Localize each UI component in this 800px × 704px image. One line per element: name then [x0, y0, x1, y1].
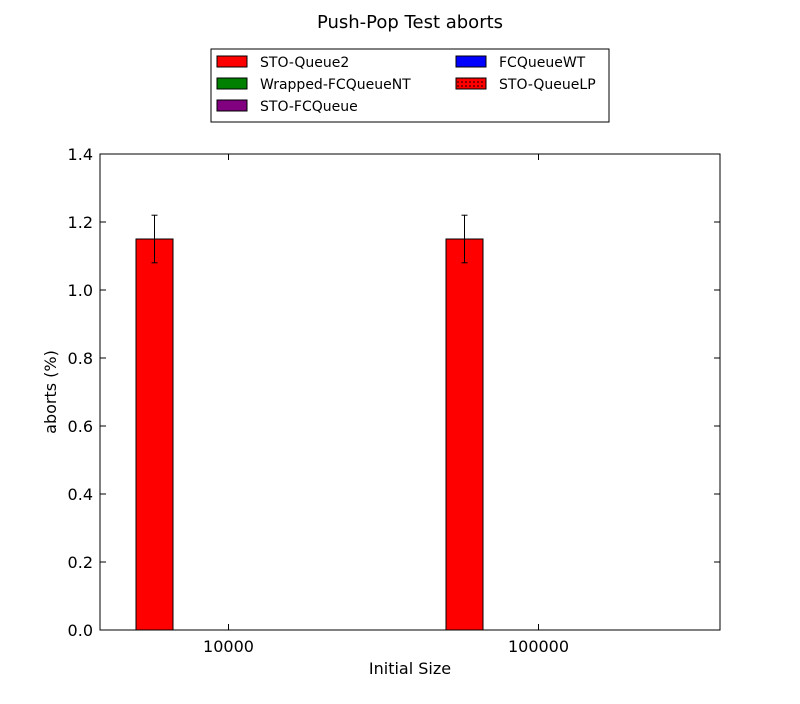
y-tick-label: 1.4: [68, 145, 93, 164]
bar: [135, 238, 174, 631]
legend-label: STO-Queue2: [260, 55, 349, 71]
plot-area: 0.0 0.2 0.4 0.6 0.8 1.0 1.2 1.4 10000 100000: [68, 145, 721, 656]
legend-swatch: [216, 55, 248, 68]
error-bars: [151, 214, 468, 264]
legend-frame: [210, 48, 610, 123]
x-axis-ticks: 10000 100000: [203, 154, 569, 656]
y-tick-label: 0.4: [68, 485, 93, 504]
bar: [445, 238, 484, 631]
legend-label: STO-QueueLP: [499, 77, 596, 93]
y-tick-label: 0.2: [68, 553, 93, 572]
y-tick-label: 0.6: [68, 417, 93, 436]
y-axis-ticks: 0.0 0.2 0.4 0.6 0.8 1.0 1.2 1.4: [68, 145, 720, 640]
x-axis-label: Initial Size: [369, 659, 451, 678]
legend-label: Wrapped-FCQueueNT: [260, 77, 411, 93]
legend-swatch: [216, 77, 248, 90]
y-tick-label: 1.0: [68, 281, 93, 300]
legend-swatch: [216, 99, 248, 112]
legend-label: FCQueueWT: [499, 55, 586, 71]
y-axis-label: aborts (%): [41, 350, 60, 434]
x-tick-label: 100000: [508, 637, 569, 656]
legend-swatch: [455, 55, 487, 68]
y-tick-label: 0.0: [68, 621, 93, 640]
chart-title: Push-Pop Test aborts: [317, 12, 503, 33]
y-tick-label: 0.8: [68, 349, 93, 368]
legend: STO-Queue2 Wrapped-FCQueueNT STO-FCQueue FC…: [210, 48, 610, 123]
y-tick-label: 1.2: [68, 213, 93, 232]
axes-frame: [99, 153, 721, 631]
legend-label: STO-FCQueue: [260, 99, 358, 115]
legend-swatch: [455, 77, 487, 90]
x-tick-label: 10000: [203, 637, 254, 656]
